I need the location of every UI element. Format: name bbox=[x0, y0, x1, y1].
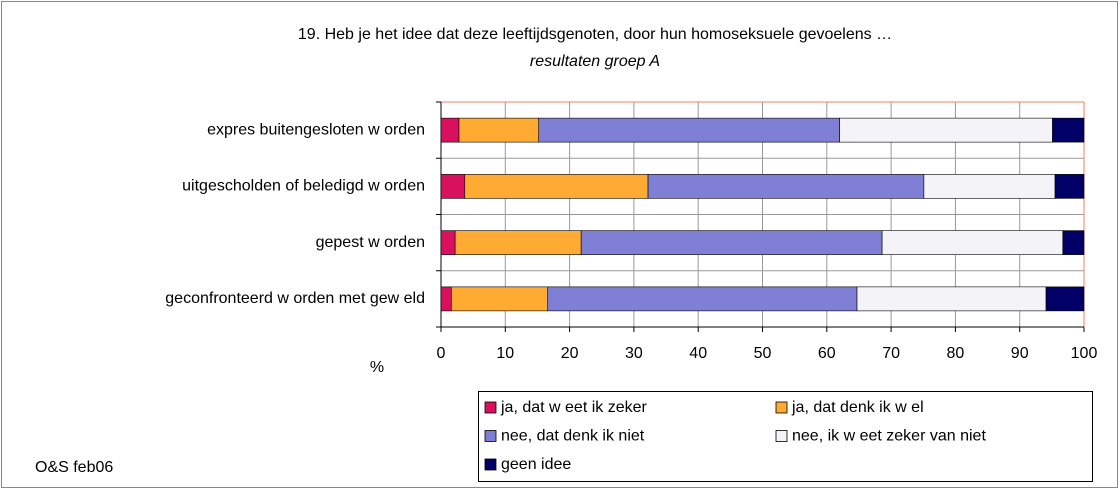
legend-label: ja, dat denk ik w el bbox=[791, 399, 924, 416]
legend-label: ja, dat w eet ik zeker bbox=[500, 399, 648, 416]
x-tick-label: 0 bbox=[437, 345, 446, 362]
x-tick-label: 20 bbox=[561, 345, 579, 362]
legend-swatch bbox=[484, 458, 497, 471]
bar-segment bbox=[547, 286, 858, 312]
bar-segment bbox=[454, 230, 582, 255]
bar-segment bbox=[839, 117, 1053, 143]
legend-swatch bbox=[775, 401, 788, 414]
x-tick-label: 40 bbox=[689, 345, 707, 362]
bar-segment bbox=[538, 117, 840, 143]
bar-segment bbox=[1045, 286, 1085, 312]
bar-segment bbox=[923, 174, 1056, 199]
bar-segment bbox=[647, 174, 925, 199]
bar-segment bbox=[881, 230, 1064, 255]
bar-segment bbox=[1052, 117, 1085, 143]
bar-segment bbox=[450, 286, 549, 312]
annotation: O&S feb06 bbox=[35, 459, 113, 476]
x-tick-label: 90 bbox=[1011, 345, 1029, 362]
bar-segment bbox=[440, 286, 452, 312]
y-tick-label: gepest w orden bbox=[316, 234, 425, 251]
bar-segment bbox=[458, 117, 540, 143]
x-tick-label: 10 bbox=[496, 345, 514, 362]
x-axis-label: % bbox=[370, 359, 384, 376]
bar-segment bbox=[580, 230, 883, 255]
x-tick-label: 70 bbox=[882, 345, 900, 362]
bar-segment bbox=[440, 230, 456, 255]
legend-label: nee, dat denk ik niet bbox=[501, 428, 645, 445]
y-tick-label: uitgescholden of beledigd w orden bbox=[182, 178, 425, 195]
chart-title: 19. Heb je het idee dat deze leeftijdsge… bbox=[298, 26, 892, 43]
x-tick-label: 100 bbox=[1071, 345, 1098, 362]
bar-segment bbox=[856, 286, 1047, 312]
x-tick-label: 80 bbox=[947, 345, 965, 362]
x-tick-label: 60 bbox=[818, 345, 836, 362]
legend-swatch bbox=[484, 430, 497, 442]
bar-segment bbox=[464, 174, 649, 199]
bar-segment bbox=[1054, 174, 1085, 199]
legend-swatch bbox=[484, 401, 497, 414]
legend-swatch bbox=[775, 430, 788, 442]
x-tick-label: 30 bbox=[625, 345, 643, 362]
chart-subtitle: resultaten groep A bbox=[530, 53, 660, 70]
y-tick-label: expres buitengesloten w orden bbox=[207, 121, 425, 138]
x-tick-label: 50 bbox=[754, 345, 772, 362]
bar-segment bbox=[440, 117, 460, 143]
y-tick-label: geconfronteerd w orden met gew eld bbox=[165, 290, 425, 307]
bar-segment bbox=[1062, 230, 1085, 255]
legend-label: geen idee bbox=[501, 456, 571, 473]
bar-segment bbox=[440, 174, 466, 199]
legend-label: nee, ik w eet zeker van niet bbox=[792, 428, 986, 445]
